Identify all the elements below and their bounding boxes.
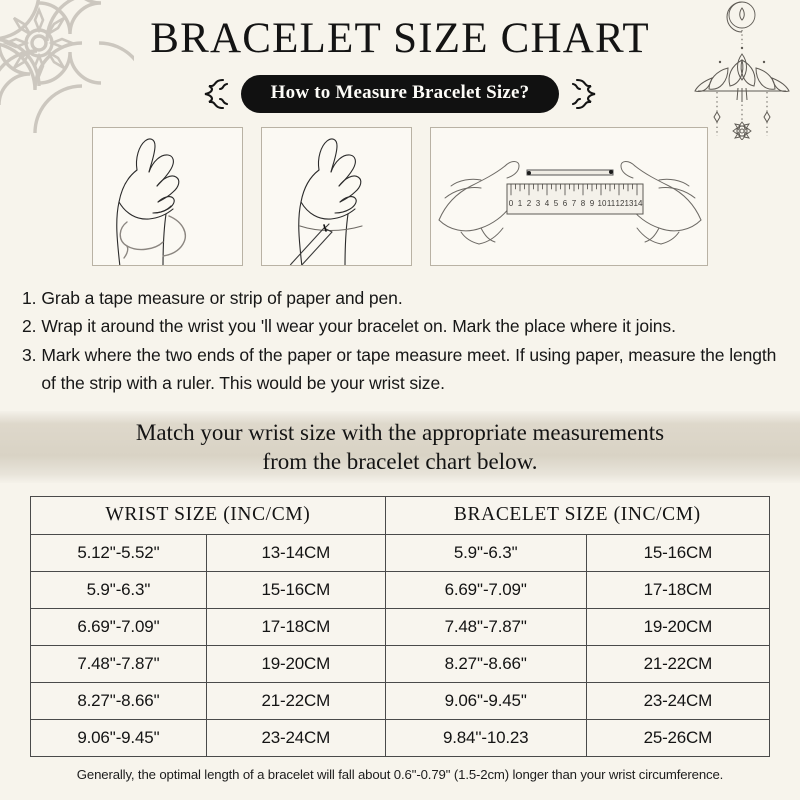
size-table-wrapper: WRIST SIZE (INC/CM) BRACELET SIZE (INC/C… xyxy=(0,483,800,758)
footnote-text: Generally, the optimal length of a brace… xyxy=(76,767,724,782)
svg-text:12: 12 xyxy=(616,199,625,208)
svg-text:2: 2 xyxy=(527,199,532,208)
cell-wrist-inches: 9.06''-9.45'' xyxy=(30,719,207,758)
hand-marking-wrist-with-pen-icon xyxy=(289,138,363,265)
svg-text:3: 3 xyxy=(536,199,541,208)
svg-text:10: 10 xyxy=(598,199,607,208)
list-item: 1. Grab a tape measure or strip of paper… xyxy=(22,284,778,312)
cell-wrist-cm: 15-16CM xyxy=(205,571,386,610)
step-text: Wrap it around the wrist you 'll wear yo… xyxy=(41,316,676,337)
step-number: 1. xyxy=(22,288,37,308)
cell-wrist-cm: 23-24CM xyxy=(205,719,386,758)
table-row: 6.69''-7.09'' 17-18CM 7.48''-7.87'' 19-2… xyxy=(30,608,771,647)
cell-wrist-cm: 21-22CM xyxy=(205,682,386,721)
step-number: 3. xyxy=(22,344,37,365)
svg-text:1: 1 xyxy=(518,199,523,208)
cell-bracelet-cm: 17-18CM xyxy=(585,571,771,610)
cell-wrist-cm: 17-18CM xyxy=(205,608,386,647)
svg-text:4: 4 xyxy=(545,199,550,208)
cell-bracelet-cm: 25-26CM xyxy=(585,719,771,758)
cell-bracelet-inches: 9.06''-9.45'' xyxy=(384,682,587,721)
cell-bracelet-inches: 6.69''-7.09'' xyxy=(384,571,587,610)
cell-bracelet-inches: 5.9''-6.3'' xyxy=(384,534,587,573)
flourish-squiggle-right-icon xyxy=(572,78,596,110)
svg-text:14: 14 xyxy=(634,199,643,208)
match-size-banner: Match your wrist size with the appropria… xyxy=(0,411,800,484)
step-number: 2. xyxy=(22,316,37,337)
measure-steps-list: 1. Grab a tape measure or strip of paper… xyxy=(22,284,778,397)
banner-line-2: from the bracelet chart below. xyxy=(262,449,538,475)
hand-with-tape-around-wrist-icon xyxy=(116,138,187,265)
cell-bracelet-inches: 8.27''-8.66'' xyxy=(384,645,587,684)
cell-wrist-inches: 6.69''-7.09'' xyxy=(30,608,207,647)
cell-bracelet-cm: 23-24CM xyxy=(585,682,771,721)
cell-wrist-inches: 5.12''-5.52'' xyxy=(30,534,207,573)
table-row: 8.27''-8.66'' 21-22CM 9.06''-9.45'' 23-2… xyxy=(30,682,771,721)
bracelet-size-table: WRIST SIZE (INC/CM) BRACELET SIZE (INC/C… xyxy=(30,496,771,758)
cell-wrist-cm: 13-14CM xyxy=(205,534,386,573)
svg-text:6: 6 xyxy=(563,199,568,208)
table-row: 9.06''-9.45'' 23-24CM 9.84''-10.23 25-26… xyxy=(30,719,771,758)
svg-text:9: 9 xyxy=(590,199,595,208)
svg-text:11: 11 xyxy=(607,199,616,208)
illustration-panel-1 xyxy=(92,127,243,266)
table-header-row: WRIST SIZE (INC/CM) BRACELET SIZE (INC/C… xyxy=(30,496,771,536)
cell-bracelet-cm: 21-22CM xyxy=(585,645,771,684)
flourish-squiggle-left-icon xyxy=(204,78,228,110)
column-header-wrist-size: WRIST SIZE (INC/CM) xyxy=(30,496,386,536)
cell-wrist-inches: 7.48''-7.87'' xyxy=(30,645,207,684)
banner-line-1: Match your wrist size with the appropria… xyxy=(135,419,665,445)
cell-bracelet-cm: 19-20CM xyxy=(585,608,771,647)
step-text: Mark where the two ends of the paper or … xyxy=(41,344,777,394)
cell-wrist-inches: 8.27''-8.66'' xyxy=(30,682,207,721)
illustration-panel-2 xyxy=(261,127,412,266)
svg-text:0: 0 xyxy=(509,199,514,208)
svg-text:8: 8 xyxy=(581,199,586,208)
cell-bracelet-inches: 9.84''-10.23 xyxy=(384,719,587,758)
cell-wrist-cm: 19-20CM xyxy=(205,645,386,684)
table-row: 5.9''-6.3'' 15-16CM 6.69''-7.09'' 17-18C… xyxy=(30,571,771,610)
page-title: BRACELET SIZE CHART xyxy=(150,15,650,62)
cell-wrist-inches: 5.9''-6.3'' xyxy=(30,571,207,610)
badge-row: How to Measure Bracelet Size? xyxy=(0,75,800,113)
cell-bracelet-inches: 7.48''-7.87'' xyxy=(384,608,587,647)
table-row: 5.12''-5.52'' 13-14CM 5.9''-6.3'' 15-16C… xyxy=(30,534,771,573)
column-header-bracelet-size: BRACELET SIZE (INC/CM) xyxy=(384,496,771,536)
list-item: 3. Mark where the two ends of the paper … xyxy=(22,341,778,398)
cell-bracelet-cm: 15-16CM xyxy=(585,534,771,573)
how-to-measure-badge: How to Measure Bracelet Size? xyxy=(240,75,560,113)
step-text: Grab a tape measure or strip of paper an… xyxy=(41,288,403,308)
svg-text:7: 7 xyxy=(572,199,577,208)
list-item: 2. Wrap it around the wrist you 'll wear… xyxy=(22,312,778,340)
table-row: 7.48''-7.87'' 19-20CM 8.27''-8.66'' 21-2… xyxy=(30,645,771,684)
svg-text:5: 5 xyxy=(554,199,559,208)
svg-text:13: 13 xyxy=(625,199,634,208)
